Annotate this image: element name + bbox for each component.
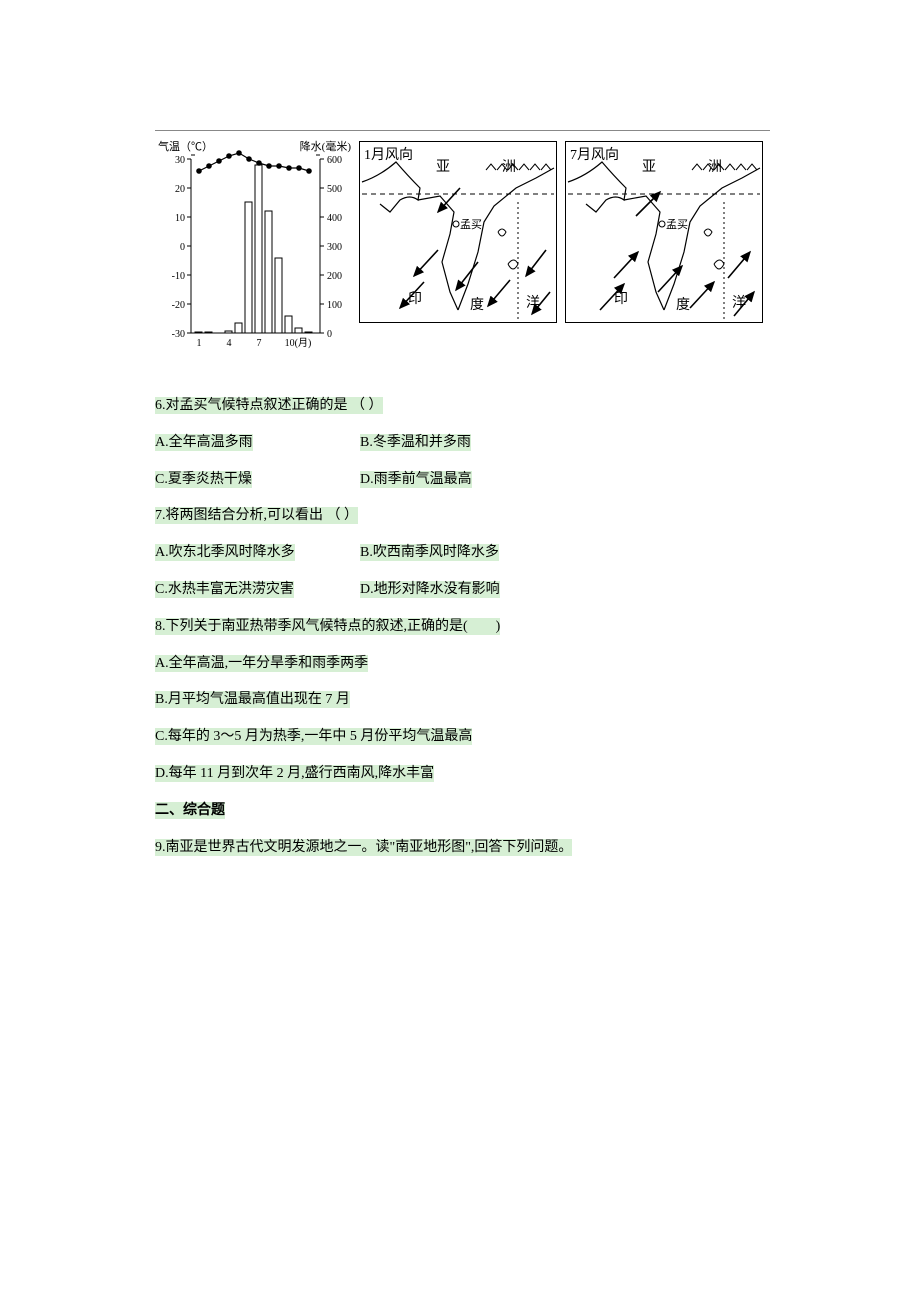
q7-b: B.吹西南季风时降水多 (360, 544, 499, 561)
svg-text:30: 30 (175, 155, 185, 166)
q7-c: C.水热丰富无洪涝灾害 (155, 581, 294, 598)
q7-d: D.地形对降水没有影响 (360, 581, 500, 598)
q6-stem: 6.对孟买气候特点叙述正确的是 （ ） (155, 397, 383, 414)
svg-text:7: 7 (257, 338, 262, 349)
svg-text:10(月): 10(月) (285, 337, 312, 349)
q8-c: C.每年的 3～5 月为热季,一年中 5 月份平均气温最高 (155, 728, 472, 745)
july-wind-map: 7月风向 亚 洲 孟买 印 度 洋 (565, 141, 763, 323)
svg-text:-30: -30 (172, 329, 185, 340)
svg-text:-20: -20 (172, 300, 185, 311)
svg-text:4: 4 (227, 338, 232, 349)
figure-row: 气温（℃） 降水(毫米) 30 20 (155, 141, 770, 356)
svg-text:500: 500 (327, 184, 342, 195)
section-2-title: 二、综合题 (155, 802, 225, 819)
q8-d: D.每年 11 月到次年 2 月,盛行西南风,降水丰富 (155, 765, 434, 782)
jul-map-svg (566, 142, 762, 322)
q6-d: D.雨季前气温最高 (360, 471, 472, 488)
svg-text:0: 0 (180, 242, 185, 253)
questions: 6.对孟买气候特点叙述正确的是 （ ） A.全年高温多雨 B.冬季温和并多雨 C… (155, 391, 770, 863)
precip-axis-label: 降水(毫米) (300, 138, 351, 154)
q6-a: A.全年高温多雨 (155, 434, 253, 451)
svg-text:200: 200 (327, 271, 342, 282)
q8-stem: 8.下列关于南亚热带季风气候特点的叙述,正确的是( ) (155, 618, 500, 635)
q7-stem: 7.将两图结合分析,可以看出 （ ） (155, 507, 358, 524)
q9-stem: 9.南亚是世界古代文明发源地之一。读"南亚地形图",回答下列问题。 (155, 839, 572, 856)
q6-b: B.冬季温和并多雨 (360, 434, 471, 451)
q8-a: A.全年高温,一年分旱季和雨季两季 (155, 655, 368, 672)
temp-axis-label: 气温（℃） (158, 138, 213, 154)
mumbai-climograph: 气温（℃） 降水(毫米) 30 20 (155, 141, 351, 356)
jan-map-svg (360, 142, 556, 322)
svg-text:10: 10 (175, 213, 185, 224)
svg-text:1: 1 (197, 338, 202, 349)
svg-text:-10: -10 (172, 271, 185, 282)
q6-c: C.夏季炎热干燥 (155, 471, 252, 488)
svg-text:20: 20 (175, 184, 185, 195)
january-wind-map: 1月风向 亚 洲 孟买 印 度 洋 (359, 141, 557, 323)
svg-text:100: 100 (327, 300, 342, 311)
page-rule (155, 130, 770, 131)
svg-text:300: 300 (327, 242, 342, 253)
svg-text:400: 400 (327, 213, 342, 224)
climograph-svg: 30 20 10 0 -10 -20 -30 (155, 141, 351, 356)
q8-b: B.月平均气温最高值出现在 7 月 (155, 691, 350, 708)
svg-text:600: 600 (327, 155, 342, 166)
page-content: 气温（℃） 降水(毫米) 30 20 (0, 0, 920, 863)
q7-a: A.吹东北季风时降水多 (155, 544, 295, 561)
svg-text:0: 0 (327, 329, 332, 340)
